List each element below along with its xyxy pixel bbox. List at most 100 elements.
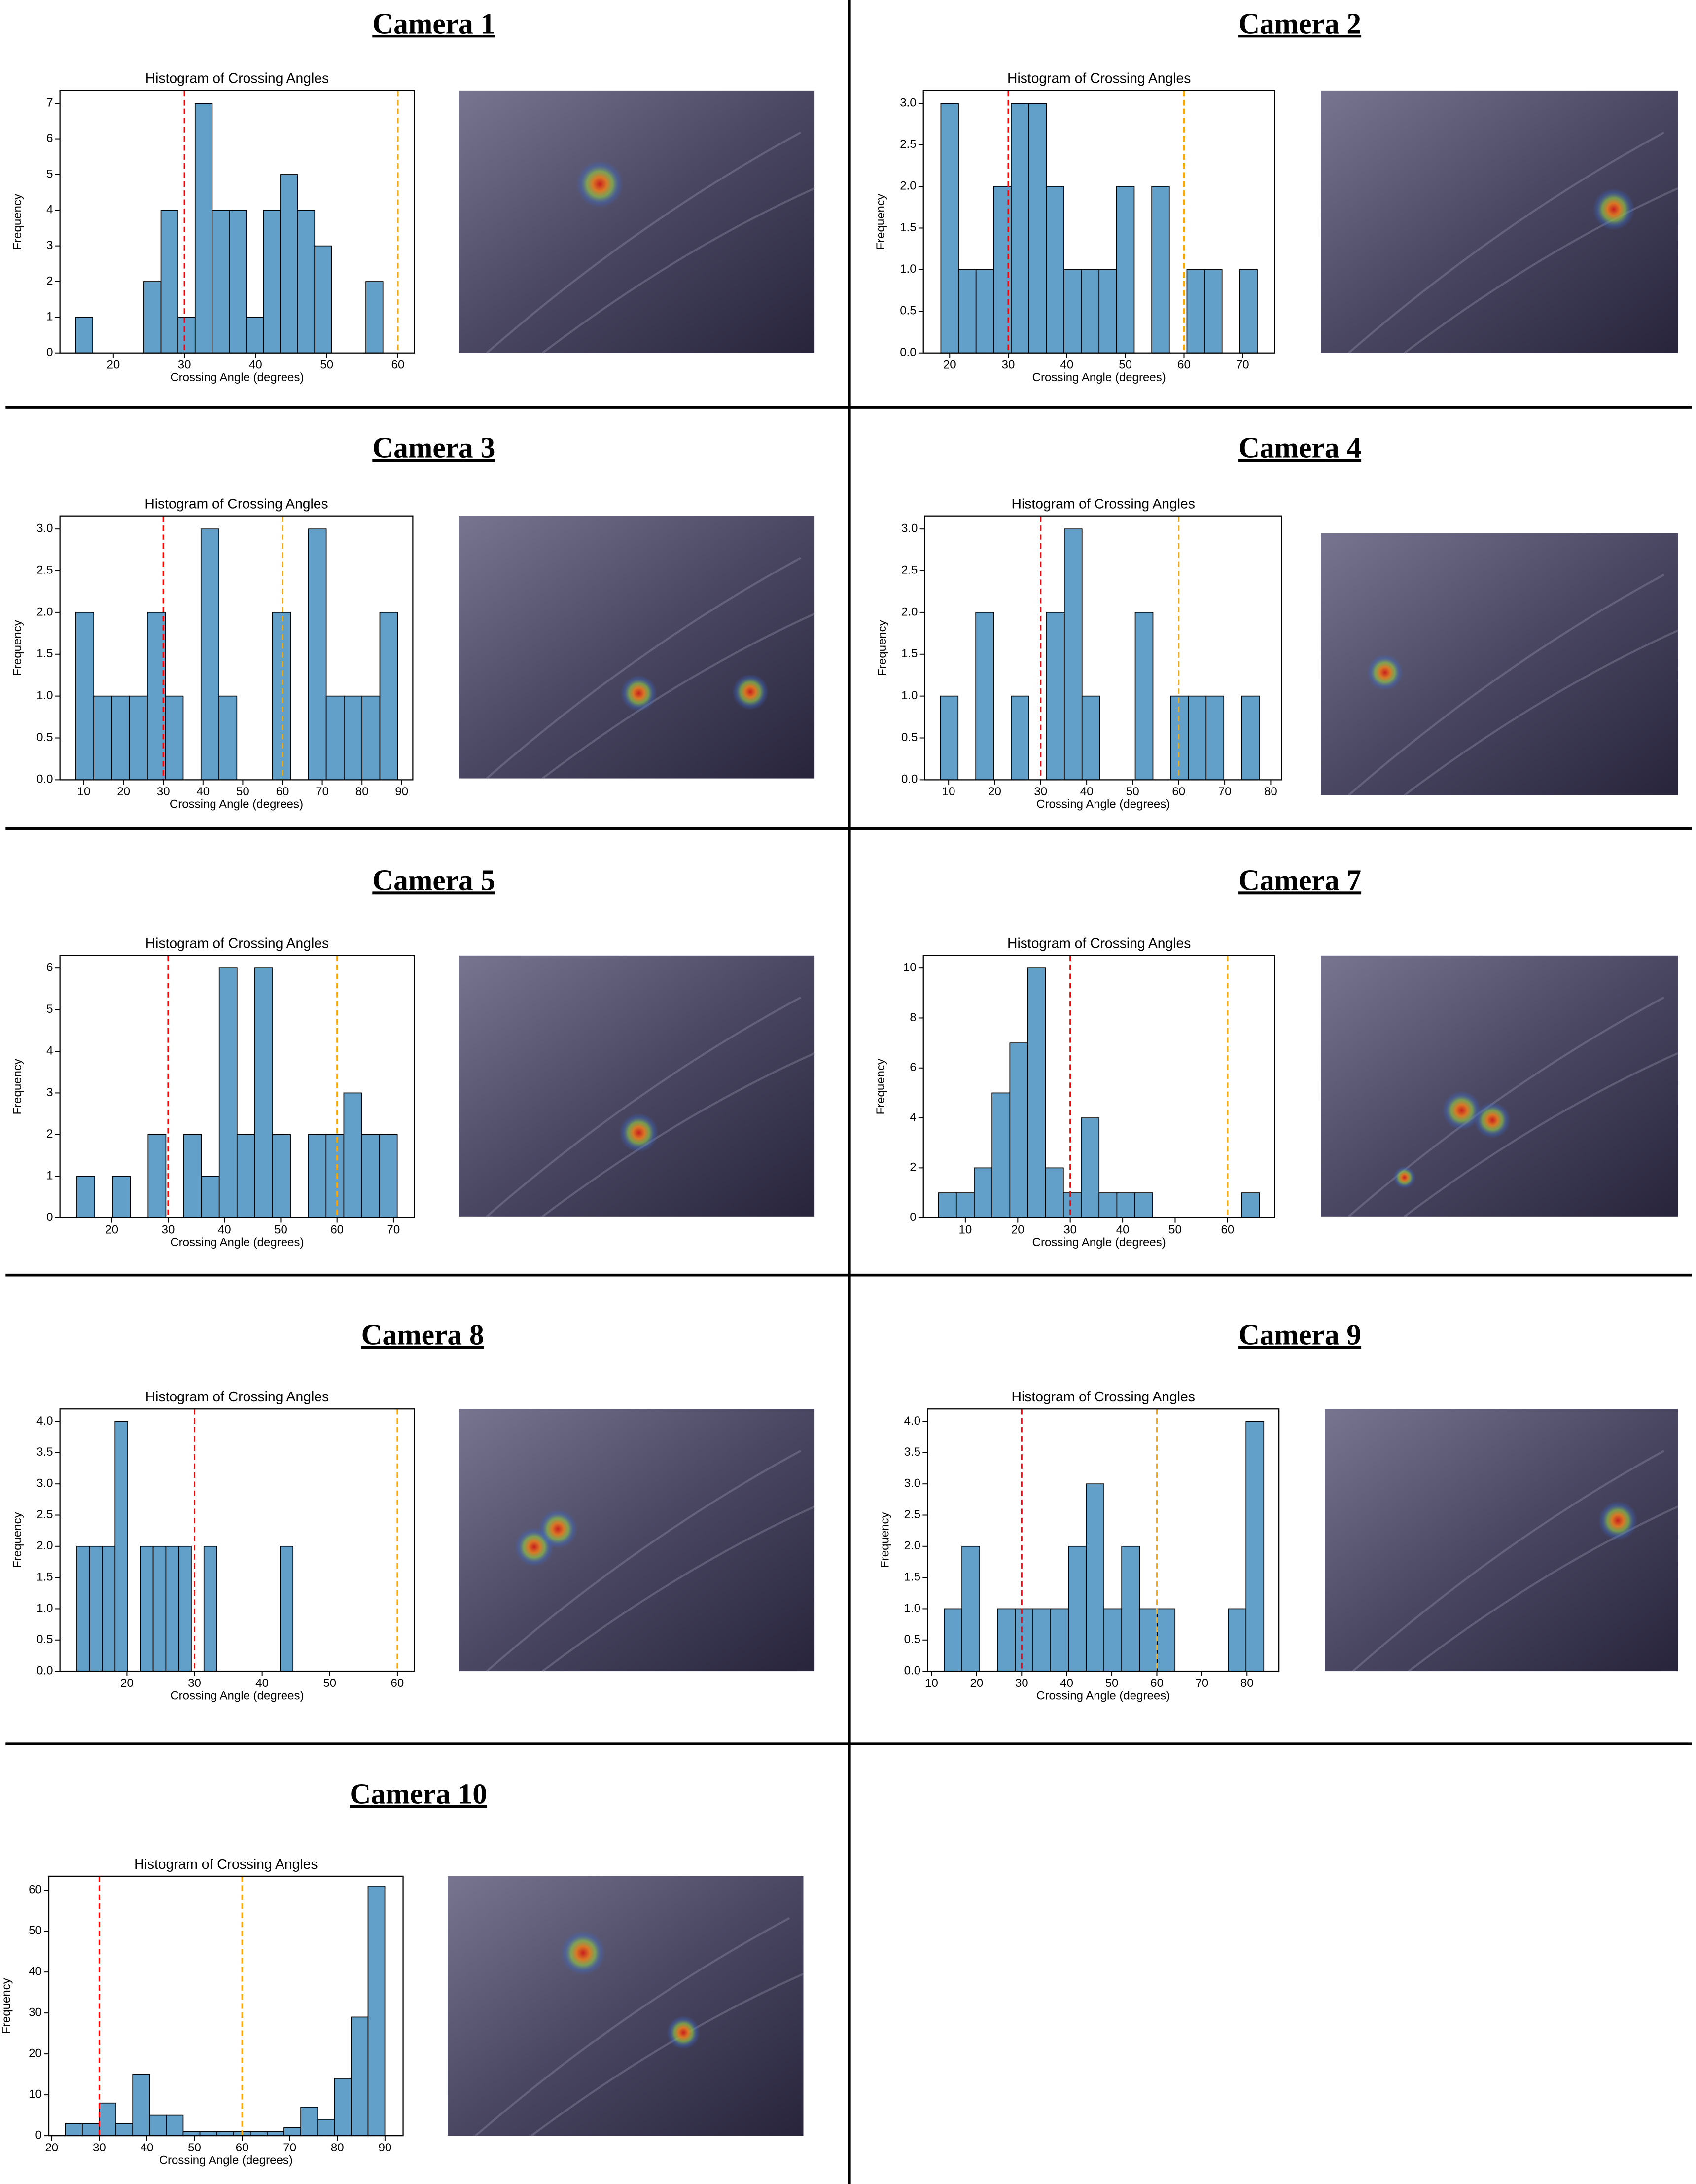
heat-spot <box>1367 654 1403 691</box>
x-tick-label: 40 <box>218 1223 231 1236</box>
axes-frame <box>59 90 415 354</box>
x-tick-label: 60 <box>330 1223 344 1236</box>
panel: Camera 4 Histogram of Crossing Angles Cros… <box>876 431 1679 811</box>
x-axis-label: Crossing Angle (degrees) <box>1032 1236 1166 1249</box>
bar <box>1028 103 1047 354</box>
bar <box>1121 1545 1140 1672</box>
bar <box>351 2016 369 2136</box>
x-tick-label: 80 <box>331 2141 344 2154</box>
bar <box>308 1134 327 1218</box>
bar <box>111 695 130 781</box>
x-tick-label: 20 <box>105 1223 118 1236</box>
x-tick-label: 30 <box>157 785 170 798</box>
y-tick-label: 0.5 <box>900 304 916 318</box>
heat-spot <box>1598 1501 1638 1540</box>
y-axis-label: Frequency <box>11 194 24 250</box>
x-tick-label: 50 <box>188 2141 201 2154</box>
y-axis-label: Frequency <box>874 1059 887 1115</box>
bar <box>379 612 398 781</box>
bar <box>272 612 291 781</box>
bar <box>166 2114 184 2136</box>
x-tick-label: 60 <box>1177 358 1191 372</box>
bar <box>112 1176 131 1218</box>
bar <box>160 210 179 354</box>
bar <box>1081 695 1100 781</box>
y-tick-label: 2.0 <box>900 179 916 192</box>
x-tick-label: 20 <box>970 1677 984 1690</box>
y-tick-label: 3 <box>46 1086 53 1099</box>
bar <box>1139 1608 1158 1672</box>
y-axis-label: Frequency <box>0 1978 13 2034</box>
bar <box>961 1545 980 1672</box>
bar <box>165 695 184 781</box>
panel-title: Camera 7 <box>1238 863 1361 896</box>
x-tick-label: 60 <box>1172 785 1185 798</box>
x-tick-label: 70 <box>316 785 329 798</box>
panel: Camera 5 Histogram of Crossing Angles Cros… <box>11 863 815 1249</box>
camera-image <box>1325 1409 1678 1672</box>
y-axis-label: Frequency <box>879 1512 892 1568</box>
x-tick-label: 60 <box>276 785 289 798</box>
bar <box>1046 612 1065 781</box>
y-axis-label: Frequency <box>874 194 887 250</box>
x-tick-label: 30 <box>1063 1223 1077 1236</box>
bar <box>1098 1192 1118 1218</box>
bar <box>201 1176 220 1218</box>
x-tick-label: 10 <box>925 1677 938 1690</box>
y-tick-label: 3.0 <box>36 522 53 535</box>
bar <box>147 1134 167 1218</box>
bar <box>82 2123 100 2136</box>
x-tick-label: 50 <box>1105 1677 1119 1690</box>
bar <box>203 1545 217 1672</box>
x-tick-label: 50 <box>1119 358 1132 372</box>
x-tick-label: 50 <box>274 1223 287 1236</box>
bar <box>1027 967 1046 1218</box>
y-tick-label: 1.5 <box>36 1570 53 1583</box>
y-tick-label: 0 <box>46 346 53 359</box>
camera-image <box>459 90 815 353</box>
y-tick-label: 1.5 <box>901 647 918 660</box>
x-tick-label: 40 <box>196 785 210 798</box>
y-tick-label: 50 <box>29 1924 42 1937</box>
y-tick-label: 4 <box>46 1044 53 1057</box>
y-tick-label: 4.0 <box>904 1414 920 1428</box>
x-tick-label: 50 <box>1126 785 1139 798</box>
bar <box>1157 1608 1176 1672</box>
heat-spot <box>620 675 657 712</box>
bar <box>218 695 238 781</box>
bar <box>76 1545 90 1672</box>
y-tick-label: 0.0 <box>904 1664 920 1677</box>
bar <box>1116 1192 1135 1218</box>
y-tick-label: 3.0 <box>36 1477 53 1490</box>
bar <box>102 1545 116 1672</box>
panel: Camera 3 Histogram of Crossing Angles Cros… <box>11 431 815 811</box>
bar <box>1245 1421 1265 1672</box>
panel: Camera 7 Histogram of Crossing Angles Cros… <box>874 863 1679 1249</box>
bar <box>75 317 93 354</box>
bar <box>975 269 994 354</box>
bar <box>1015 1608 1033 1672</box>
bar <box>93 695 112 781</box>
x-tick-label: 20 <box>1011 1223 1025 1236</box>
bar <box>1239 269 1258 354</box>
x-axis-label: Crossing Angle (degrees) <box>1032 371 1166 384</box>
x-axis-label: Crossing Angle (degrees) <box>159 2153 293 2167</box>
bar <box>152 1545 167 1672</box>
bar <box>1009 1042 1028 1218</box>
x-tick-label: 60 <box>236 2141 249 2154</box>
bar <box>991 1092 1011 1218</box>
bar <box>254 967 273 1218</box>
y-tick-label: 0.5 <box>901 731 918 744</box>
x-tick-label: 30 <box>93 2141 106 2154</box>
bar <box>343 1092 362 1218</box>
bar <box>200 528 219 781</box>
panel-title: Camera 3 <box>372 431 495 464</box>
x-tick-label: 70 <box>283 2141 296 2154</box>
bar <box>194 103 213 354</box>
panel-title: Camera 8 <box>361 1319 484 1351</box>
panel-title: Camera 4 <box>1238 431 1361 464</box>
chart-title: Histogram of Crossing Angles <box>144 496 328 512</box>
camera-image <box>1321 955 1678 1217</box>
y-tick-label: 40 <box>29 1965 42 1978</box>
